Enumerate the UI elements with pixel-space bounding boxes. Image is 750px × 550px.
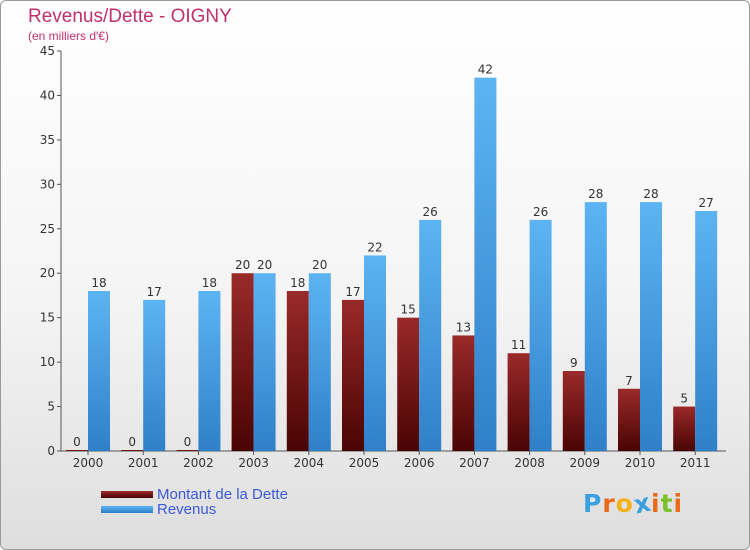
data-label-dette-2007: 13 bbox=[456, 320, 471, 334]
logo-letter: P bbox=[583, 489, 603, 518]
data-label-revenus-2011: 27 bbox=[699, 196, 714, 210]
bar-dette-2005 bbox=[342, 299, 364, 451]
logo-letter: i bbox=[673, 489, 684, 518]
bar-revenus-2009 bbox=[584, 202, 607, 451]
legend-label-dette: Montant de la Dette bbox=[157, 486, 288, 503]
data-label-dette-2000: 0 bbox=[73, 435, 81, 449]
x-tick-label: 2010 bbox=[625, 456, 656, 470]
data-label-revenus-2003: 20 bbox=[257, 258, 272, 272]
x-tick-label: 2003 bbox=[238, 456, 269, 470]
y-tick-label: 20 bbox=[40, 266, 55, 280]
data-label-revenus-2000: 18 bbox=[91, 276, 106, 290]
legend-label-revenus: Revenus bbox=[157, 501, 217, 518]
data-label-revenus-2002: 18 bbox=[202, 276, 217, 290]
data-label-dette-2008: 11 bbox=[511, 338, 526, 352]
data-label-revenus-2006: 26 bbox=[423, 205, 438, 219]
bar-dette-2006 bbox=[397, 317, 420, 451]
data-label-revenus-2008: 26 bbox=[533, 205, 548, 219]
bar-dette-2011 bbox=[673, 406, 696, 451]
bar-revenus-2003 bbox=[253, 273, 276, 451]
bar-revenus-2007 bbox=[474, 77, 497, 452]
x-tick-label: 2004 bbox=[294, 456, 325, 470]
data-label-revenus-2007: 42 bbox=[478, 63, 493, 77]
y-tick-label: 40 bbox=[40, 88, 55, 102]
y-tick-label: 35 bbox=[40, 133, 55, 147]
y-tick-label: 45 bbox=[40, 44, 55, 58]
x-tick-label: 2000 bbox=[73, 456, 104, 470]
data-label-dette-2010: 7 bbox=[625, 374, 633, 388]
x-tick-label: 2001 bbox=[128, 456, 159, 470]
bars bbox=[66, 77, 718, 452]
bar-dette-2007 bbox=[452, 335, 475, 451]
bar-dette-2003 bbox=[231, 273, 254, 451]
bar-dette-2001 bbox=[121, 450, 144, 451]
y-tick-label: 25 bbox=[40, 222, 55, 236]
proxiti-logo: Proxiti bbox=[583, 488, 684, 520]
data-label-revenus-2001: 17 bbox=[147, 285, 162, 299]
data-label-dette-2011: 5 bbox=[680, 392, 688, 406]
logo-letter: t bbox=[660, 489, 674, 518]
x-tick-label: 2005 bbox=[349, 456, 380, 470]
legend-swatch-dette bbox=[101, 491, 153, 498]
data-label-dette-2009: 9 bbox=[570, 356, 578, 370]
y-tick-label: 30 bbox=[40, 177, 55, 191]
data-label-dette-2001: 0 bbox=[128, 435, 136, 449]
data-label-revenus-2010: 28 bbox=[643, 187, 658, 201]
x-tick-label: 2011 bbox=[680, 456, 711, 470]
bar-revenus-2001 bbox=[143, 299, 166, 451]
data-labels: 0 18 0 17 0 18 20 20 18 20 17 22 15 26 13 42 11 26 9 28 7 28 5… bbox=[73, 63, 714, 449]
logo-letter: o bbox=[615, 489, 634, 518]
bar-dette-2004 bbox=[286, 291, 309, 451]
x-tick-label: 2009 bbox=[570, 456, 601, 470]
bar-revenus-2002 bbox=[198, 291, 221, 451]
data-label-revenus-2004: 20 bbox=[312, 258, 327, 272]
logo-letter: i bbox=[651, 489, 661, 518]
x-tick-label: 2007 bbox=[459, 456, 490, 470]
y-tick-label: 0 bbox=[47, 444, 55, 458]
bar-revenus-2008 bbox=[529, 219, 552, 451]
y-tick-label: 10 bbox=[40, 355, 55, 369]
data-label-dette-2002: 0 bbox=[184, 435, 192, 449]
data-label-dette-2005: 17 bbox=[345, 285, 360, 299]
bar-revenus-2005 bbox=[364, 255, 386, 451]
x-tick-label: 2008 bbox=[514, 456, 545, 470]
data-label-revenus-2009: 28 bbox=[588, 187, 603, 201]
bar-revenus-2000 bbox=[88, 291, 110, 451]
chart-subtitle: (en milliers d'€) bbox=[28, 29, 109, 43]
data-label-dette-2006: 15 bbox=[401, 303, 416, 317]
bar-revenus-2004 bbox=[308, 273, 331, 451]
data-label-revenus-2005: 22 bbox=[367, 240, 382, 254]
x-tick-label: 2006 bbox=[404, 456, 435, 470]
bar-dette-2000 bbox=[66, 450, 88, 451]
bar-dette-2010 bbox=[618, 388, 640, 451]
data-label-dette-2004: 18 bbox=[290, 276, 305, 290]
bar-dette-2002 bbox=[176, 450, 199, 451]
chart-title: Revenus/Dette - OIGNY bbox=[28, 6, 232, 27]
y-tick-label: 5 bbox=[47, 400, 55, 414]
bar-revenus-2011 bbox=[695, 211, 718, 451]
logo-letter: r bbox=[602, 489, 616, 518]
bar-revenus-2010 bbox=[640, 202, 662, 451]
y-tick-label: 15 bbox=[40, 311, 55, 325]
bar-dette-2009 bbox=[562, 371, 585, 451]
x-tick-label: 2002 bbox=[183, 456, 214, 470]
legend-swatch-revenus bbox=[101, 506, 153, 513]
data-label-dette-2003: 20 bbox=[235, 258, 250, 272]
bar-dette-2008 bbox=[507, 353, 530, 451]
bar-revenus-2006 bbox=[419, 219, 442, 451]
